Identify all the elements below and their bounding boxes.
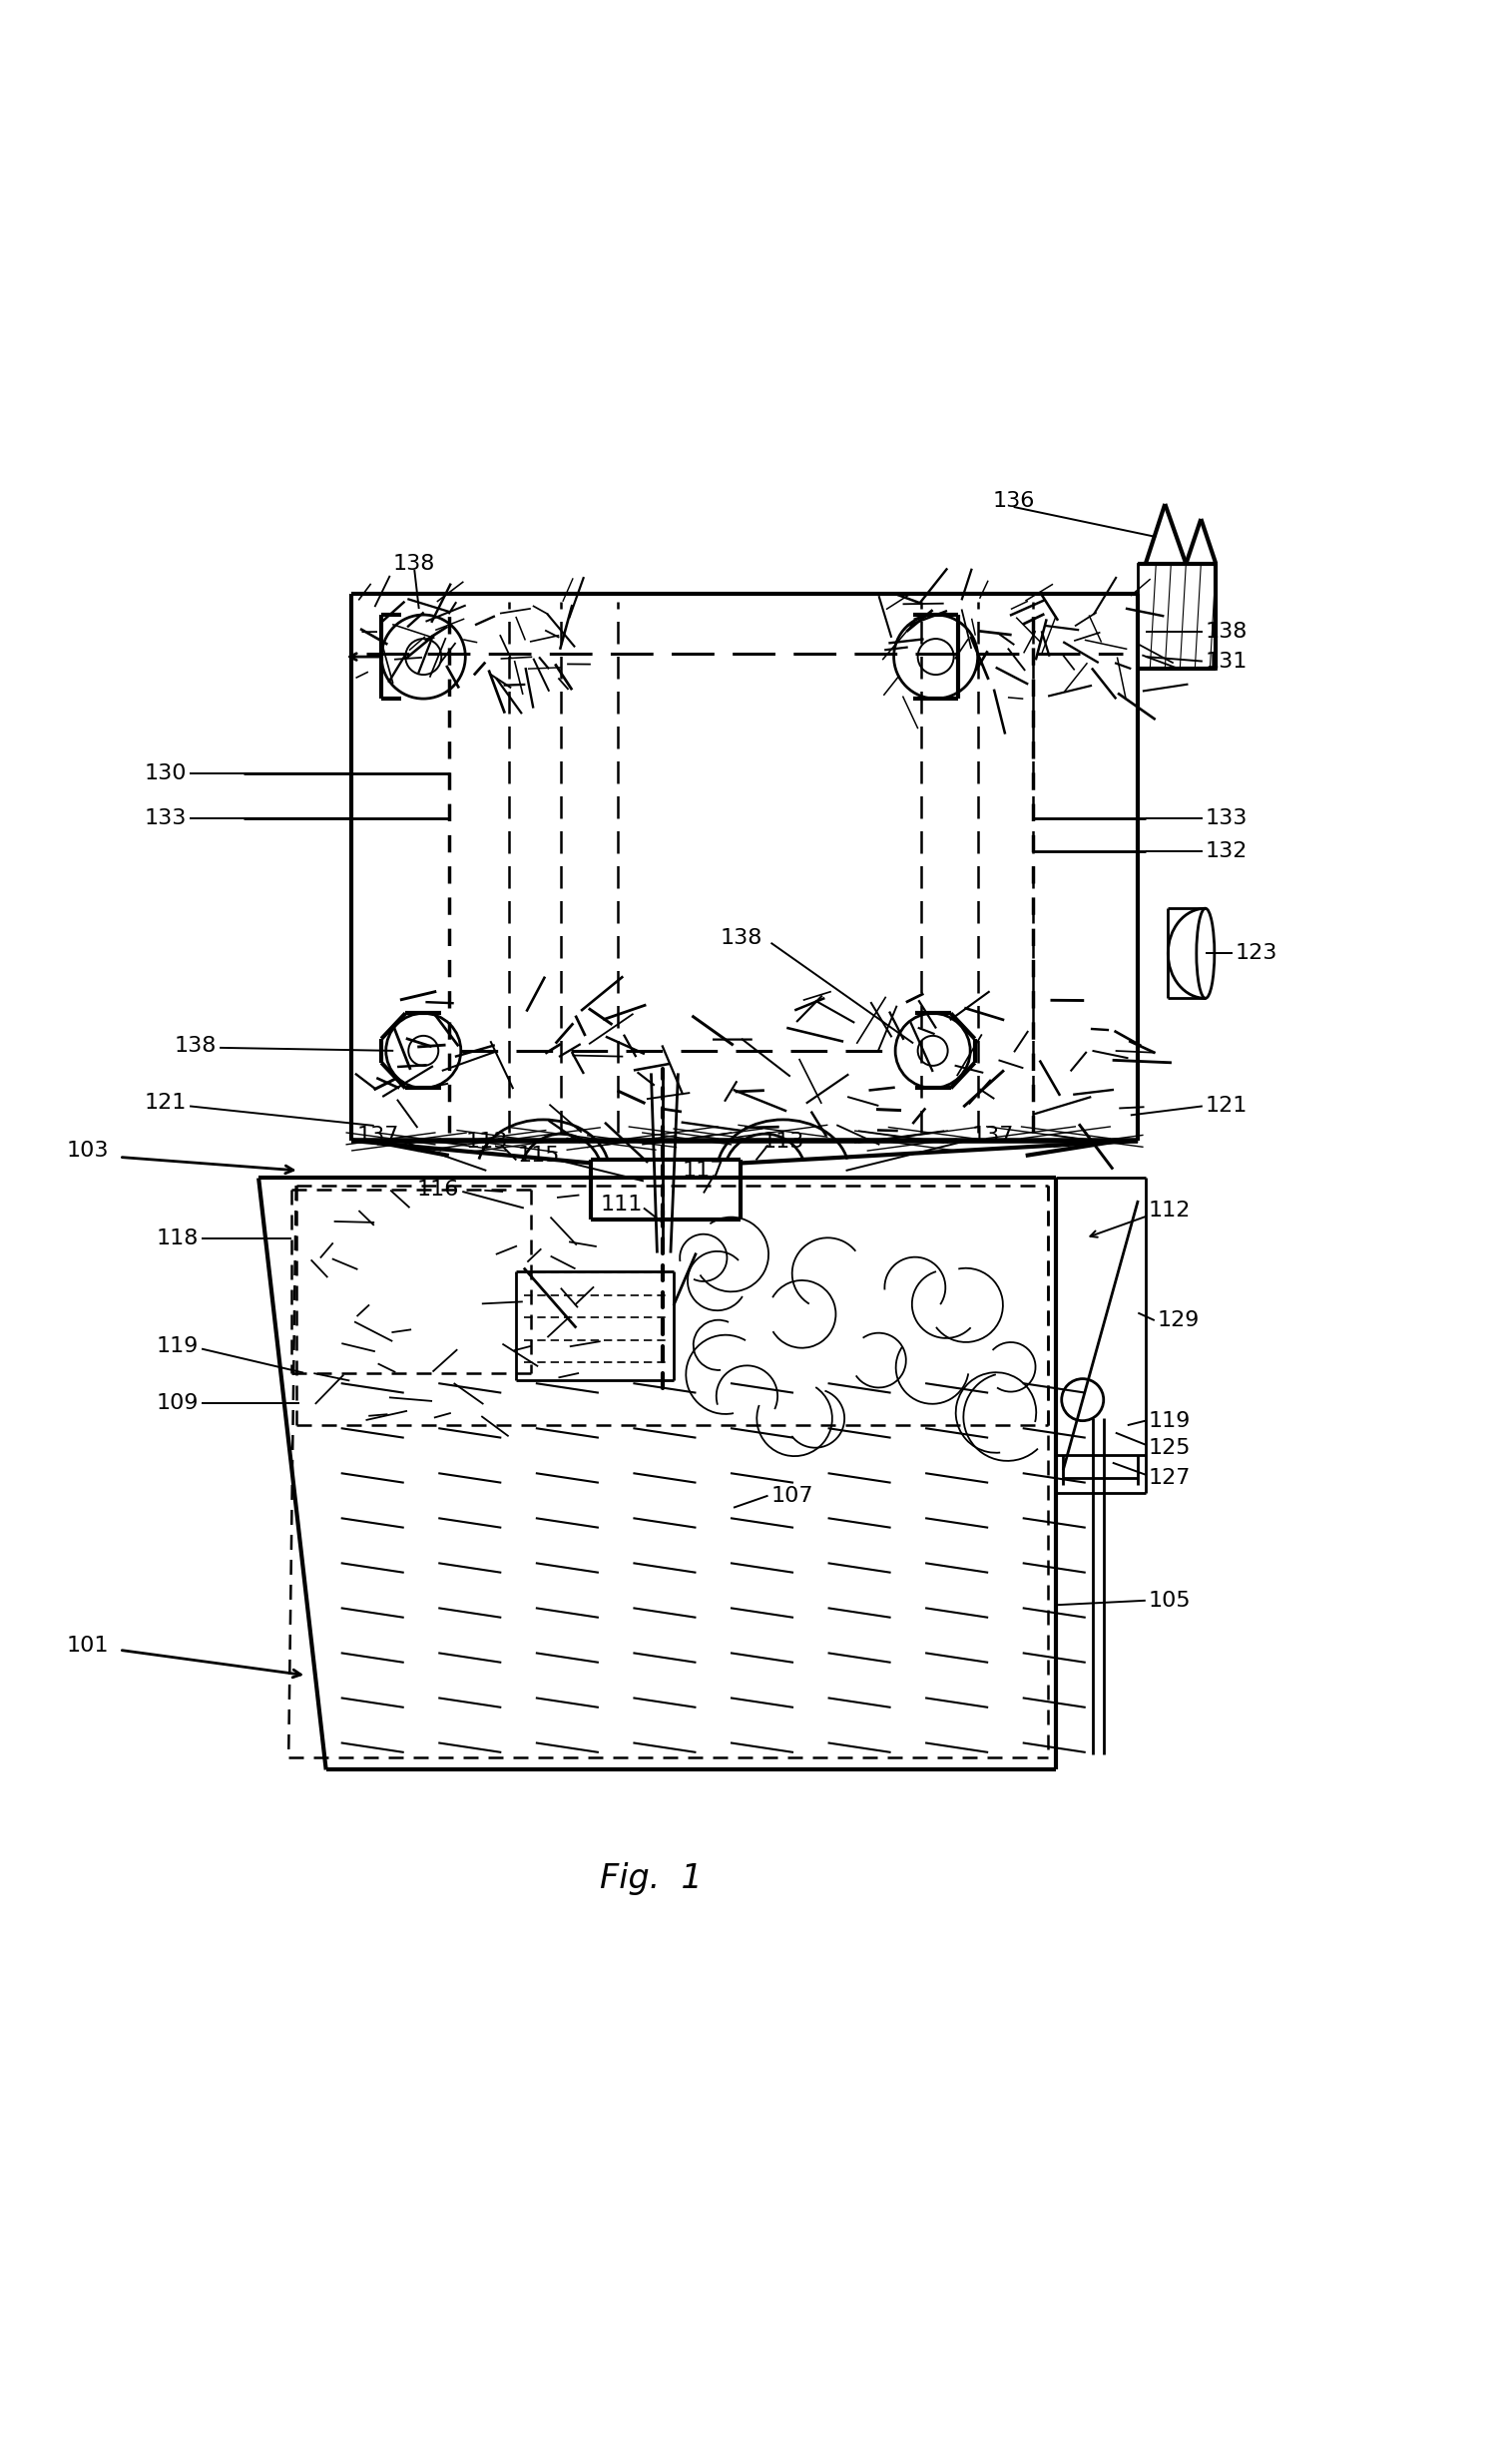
Text: 111: 111	[600, 1196, 643, 1216]
Text: 103: 103	[67, 1142, 109, 1162]
Text: 119: 119	[1149, 1411, 1191, 1431]
Bar	[1139, 565, 1216, 668]
Text: 137: 137	[972, 1125, 1015, 1147]
Text: 121: 121	[1205, 1096, 1247, 1115]
Text: 138: 138	[393, 553, 435, 575]
FancyArrowPatch shape	[122, 1651, 301, 1678]
Text: 105: 105	[1149, 1590, 1191, 1609]
Text: 118: 118	[156, 1228, 198, 1247]
Text: 112: 112	[1149, 1201, 1191, 1221]
Text: Fig.  1: Fig. 1	[600, 1864, 703, 1896]
Text: 107: 107	[771, 1485, 813, 1507]
Text: 113: 113	[762, 1132, 804, 1152]
FancyArrowPatch shape	[122, 1157, 293, 1174]
Text: 138: 138	[720, 929, 762, 949]
FancyArrowPatch shape	[1090, 1216, 1146, 1238]
Text: 125: 125	[1149, 1438, 1191, 1458]
Text: 101: 101	[67, 1636, 109, 1656]
Text: 119: 119	[156, 1336, 198, 1355]
Text: 131: 131	[1205, 651, 1247, 670]
Text: 138: 138	[1205, 621, 1247, 641]
Text: 127: 127	[1149, 1468, 1191, 1487]
Text: 129: 129	[1158, 1311, 1201, 1331]
Text: 109: 109	[156, 1392, 198, 1414]
Text: 115: 115	[517, 1145, 559, 1167]
Text: 130: 130	[144, 763, 186, 783]
Text: 133: 133	[1205, 810, 1247, 829]
Text: 136: 136	[992, 492, 1034, 511]
Text: 137: 137	[357, 1125, 399, 1147]
Text: 138: 138	[174, 1037, 216, 1057]
Text: 132: 132	[1205, 841, 1247, 861]
Text: 121: 121	[145, 1093, 186, 1113]
Text: 123: 123	[1235, 944, 1278, 964]
Text: 116: 116	[417, 1179, 460, 1201]
Text: 113: 113	[466, 1132, 508, 1152]
Text: 117: 117	[682, 1159, 724, 1181]
Text: 133: 133	[145, 810, 186, 829]
